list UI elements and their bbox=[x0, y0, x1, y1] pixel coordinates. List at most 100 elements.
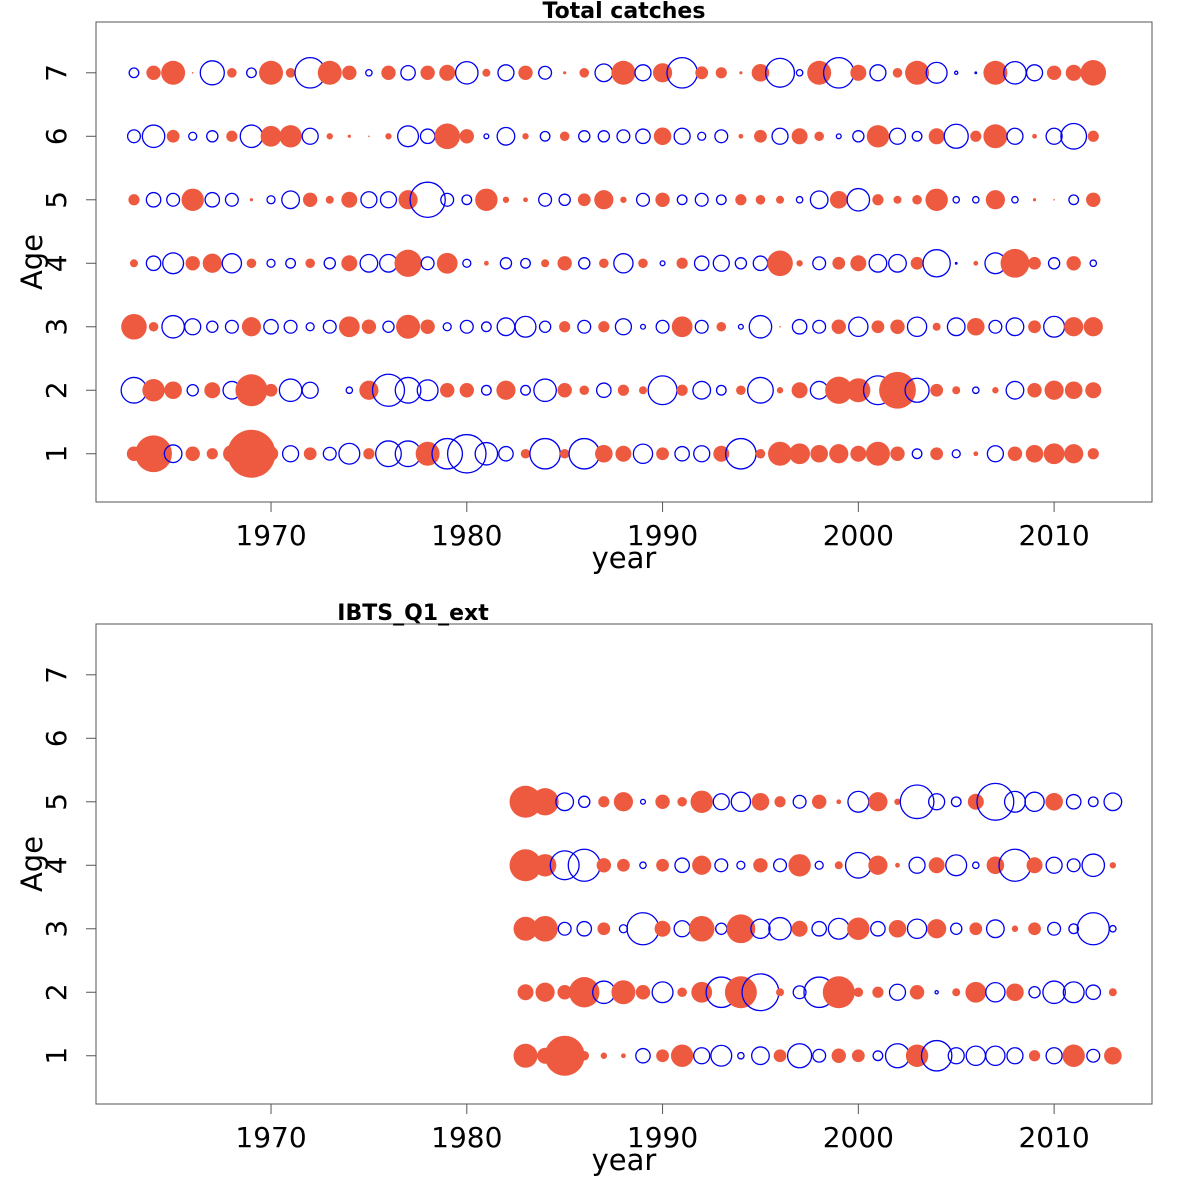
bubble bbox=[952, 386, 961, 395]
bubble bbox=[1006, 983, 1024, 1002]
chart-title: IBTS_Q1_ext bbox=[337, 601, 489, 626]
bubble bbox=[872, 986, 884, 998]
bubble bbox=[768, 441, 793, 466]
bubble bbox=[786, 1043, 813, 1069]
bubble bbox=[1108, 924, 1117, 933]
bubble bbox=[1060, 122, 1088, 150]
bubble bbox=[419, 128, 436, 145]
bubble bbox=[853, 987, 864, 998]
bubble bbox=[1062, 1044, 1085, 1067]
bubble bbox=[461, 194, 473, 206]
bubble bbox=[385, 133, 392, 140]
bubble bbox=[986, 445, 1005, 463]
bubble bbox=[509, 849, 542, 882]
x-tick-label: 1990 bbox=[627, 519, 698, 552]
bubble bbox=[879, 371, 916, 409]
bubble bbox=[831, 1048, 846, 1063]
bubble bbox=[792, 985, 807, 1000]
bubble bbox=[847, 790, 870, 813]
bubble bbox=[920, 1039, 953, 1072]
bubble bbox=[836, 799, 842, 805]
bubble bbox=[927, 919, 947, 939]
bubble bbox=[870, 920, 886, 937]
bubble bbox=[1053, 198, 1055, 201]
bubble bbox=[653, 127, 672, 146]
bubble bbox=[544, 1035, 585, 1076]
bubble bbox=[1045, 1047, 1063, 1065]
bubble bbox=[148, 321, 159, 332]
bubble bbox=[597, 130, 611, 143]
bubble bbox=[676, 194, 688, 206]
bubble bbox=[850, 255, 867, 272]
bubble bbox=[985, 190, 1005, 210]
bubble bbox=[1025, 64, 1044, 82]
bubble bbox=[639, 861, 647, 870]
y-tick-label: 7 bbox=[40, 64, 73, 82]
bubble bbox=[811, 920, 828, 937]
bubble bbox=[985, 1045, 1006, 1066]
bubble bbox=[360, 191, 378, 209]
bubble bbox=[513, 1043, 538, 1068]
bubble bbox=[670, 1044, 694, 1067]
bubble bbox=[325, 195, 334, 204]
bubble bbox=[322, 446, 337, 461]
bubble bbox=[810, 444, 828, 463]
bubble bbox=[341, 255, 358, 272]
x-tick-label: 1970 bbox=[235, 1121, 306, 1154]
bubble bbox=[1025, 444, 1044, 463]
bubble bbox=[326, 133, 333, 140]
bubble bbox=[872, 194, 884, 206]
bubble bbox=[755, 448, 766, 459]
bubble bbox=[635, 128, 651, 145]
bubble bbox=[266, 258, 276, 268]
bubble bbox=[754, 129, 767, 143]
bubble bbox=[1087, 796, 1099, 808]
bubble bbox=[431, 437, 464, 470]
bubble bbox=[396, 314, 421, 339]
bubble bbox=[442, 322, 452, 332]
bubble bbox=[724, 976, 757, 1009]
bubble bbox=[951, 449, 961, 459]
bubble bbox=[206, 130, 219, 143]
bubble bbox=[285, 257, 297, 269]
bubble bbox=[694, 192, 709, 207]
bubble bbox=[846, 187, 871, 212]
bubble bbox=[985, 919, 1005, 939]
bubble bbox=[576, 920, 593, 937]
bubble bbox=[322, 319, 337, 334]
bubble bbox=[890, 319, 905, 334]
bubble bbox=[620, 196, 627, 203]
bubble bbox=[659, 260, 666, 267]
bubble bbox=[577, 193, 591, 207]
bubble bbox=[928, 857, 945, 874]
bubble bbox=[224, 319, 239, 334]
bubble bbox=[483, 260, 489, 266]
bubble bbox=[953, 70, 959, 76]
bubble bbox=[611, 980, 636, 1005]
bubble bbox=[204, 191, 221, 208]
bubble bbox=[894, 798, 901, 805]
bubble bbox=[577, 319, 592, 334]
bubble bbox=[872, 1050, 884, 1062]
bubble bbox=[934, 990, 939, 995]
bubble bbox=[1043, 315, 1066, 338]
bubble bbox=[791, 318, 808, 335]
bubble bbox=[715, 194, 727, 206]
bubble bbox=[227, 67, 237, 78]
bubble bbox=[135, 435, 172, 473]
bubble bbox=[635, 985, 651, 1000]
bubble bbox=[751, 792, 770, 811]
bubble bbox=[420, 65, 435, 80]
bubble bbox=[613, 253, 634, 274]
bubble bbox=[639, 323, 647, 330]
bubble bbox=[973, 260, 979, 266]
bubble bbox=[626, 912, 660, 946]
bubble bbox=[440, 192, 455, 207]
bubble bbox=[420, 256, 435, 271]
bubble bbox=[279, 125, 302, 148]
bubble bbox=[531, 788, 559, 816]
bubble bbox=[832, 256, 846, 270]
bubble bbox=[480, 384, 492, 396]
bubble bbox=[1005, 380, 1025, 400]
bubble bbox=[1006, 1047, 1024, 1065]
